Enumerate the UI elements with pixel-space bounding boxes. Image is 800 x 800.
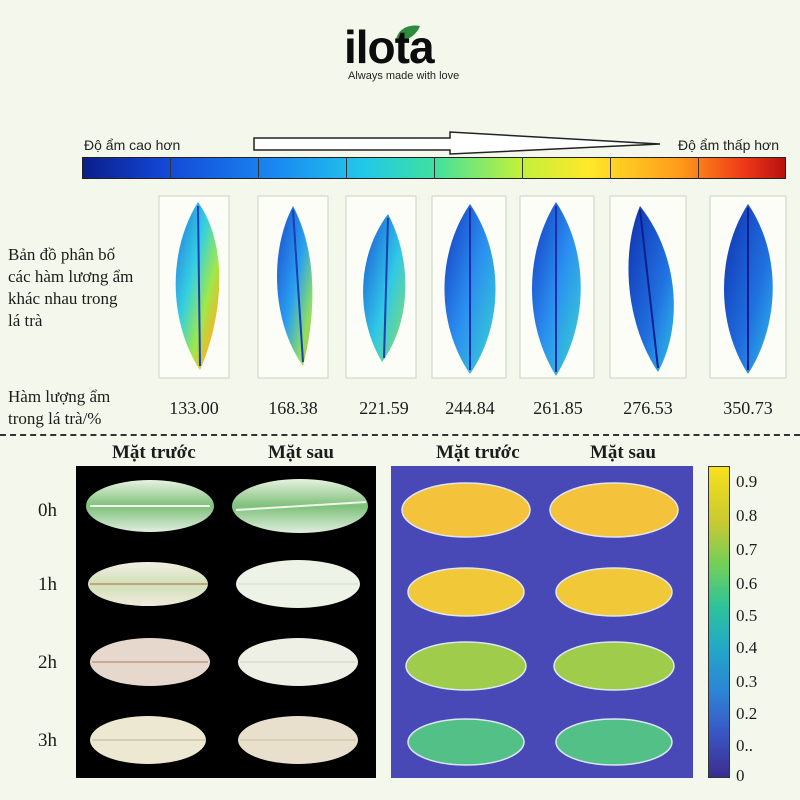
colorbar-label: 0.2	[736, 704, 758, 723]
section-divider	[0, 434, 800, 436]
colorbar-label: 0.7	[736, 540, 758, 559]
colorbar-tick	[610, 157, 611, 179]
ratio-colorbar	[708, 466, 730, 778]
arrow-right-icon	[253, 131, 661, 155]
moisture-value: 350.73	[723, 398, 773, 418]
brand-tagline: Always made with love	[348, 70, 460, 82]
row-label: 2h	[38, 652, 57, 673]
moisture-ellipse	[555, 567, 673, 617]
moisture-ellipse	[407, 718, 525, 766]
row-label: 1h	[38, 574, 57, 595]
colorbar-tick	[698, 157, 699, 179]
colorbar-label: 0	[736, 766, 745, 785]
leaf-map	[363, 214, 406, 362]
moisture-value: 244.84	[445, 398, 495, 418]
moisture-value: 276.53	[623, 398, 673, 418]
colorbar-label: 0.8	[736, 506, 758, 525]
moisture-ellipse	[401, 482, 531, 538]
colorbar-label: 0.6	[736, 574, 758, 593]
colorbar-label: 0..	[736, 736, 753, 755]
colorbar-tick	[258, 157, 259, 179]
leaf-photos	[86, 479, 368, 764]
leaf-moisture-ellipses	[401, 482, 679, 766]
colorbar-label: 0.3	[736, 672, 758, 691]
leaf-map	[628, 206, 674, 372]
higher-moisture-label: Độ ẩm cao hơn	[84, 137, 181, 153]
right-front-header: Mặt trước	[436, 442, 520, 463]
left-back-header: Mặt sau	[268, 442, 334, 463]
moisture-content-label: Hàm lượng ẩm trong lá trà/%	[8, 387, 111, 428]
right-back-header: Mặt sau	[590, 442, 656, 463]
colorbar-label: 0.9	[736, 472, 758, 491]
moisture-ellipse	[553, 641, 675, 691]
colorbar-tick	[434, 157, 435, 179]
colorbar-tick	[522, 157, 523, 179]
moisture-value: 261.85	[533, 398, 583, 418]
row-label: 0h	[38, 500, 57, 521]
colorbar-tick	[170, 157, 171, 179]
moisture-ellipse	[555, 718, 673, 766]
leaf-map	[276, 206, 313, 366]
moisture-ellipse	[549, 482, 679, 538]
row-label: 3h	[38, 730, 57, 751]
moisture-value: 221.59	[359, 398, 409, 418]
colorbar-tick	[346, 157, 347, 179]
moisture-ellipse	[407, 567, 525, 617]
colorbar-label: 0.4	[736, 638, 758, 657]
left-front-header: Mặt trước	[112, 442, 196, 463]
colorbar-label: 0.5	[736, 606, 758, 625]
moisture-value: 168.38	[268, 398, 318, 418]
distribution-map-label: Bản đồ phân bố các hàm lương ẩm khác nha…	[8, 245, 134, 330]
brand-logo: ilota	[344, 21, 435, 73]
moisture-ellipse	[405, 641, 527, 691]
leaf-logo-icon	[396, 25, 420, 41]
lower-moisture-label: Độ ẩm thấp hơn	[678, 137, 780, 153]
leaf-moisture-maps	[158, 195, 787, 379]
leaf-map	[175, 202, 220, 370]
moisture-value: 133.00	[169, 398, 219, 418]
